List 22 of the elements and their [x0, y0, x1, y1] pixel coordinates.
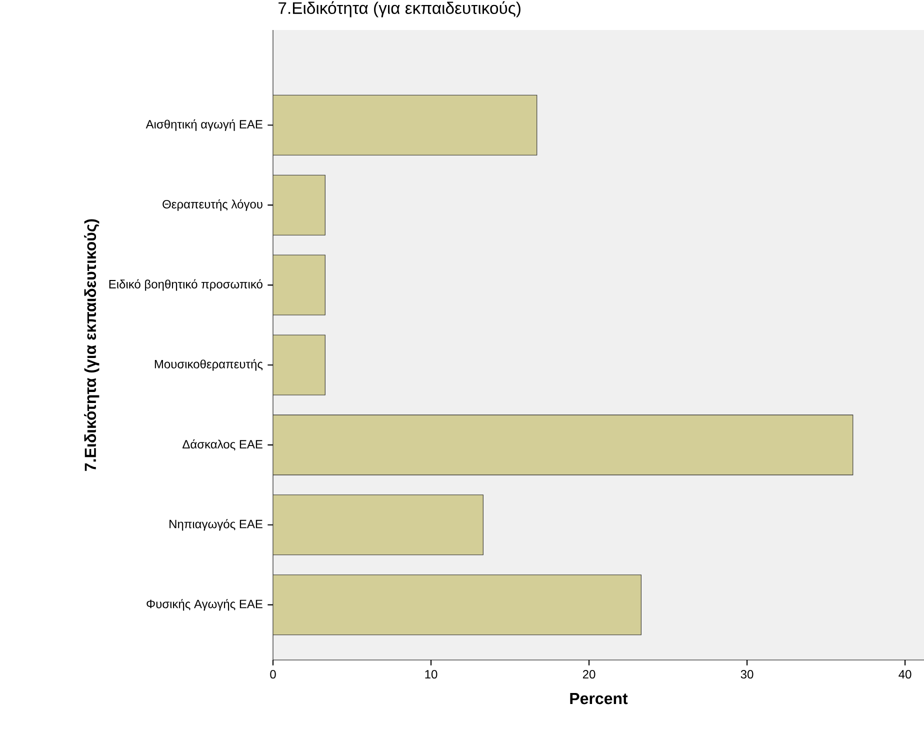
bar	[273, 254, 326, 316]
bar	[273, 414, 854, 476]
bar	[273, 94, 538, 156]
y-tick-label: Ειδικό βοηθητικό προσωπικό	[109, 279, 262, 291]
bar	[273, 574, 642, 636]
bar	[273, 494, 484, 556]
y-tick-label: Φυσικής Αγωγής ΕΑΕ	[146, 599, 262, 611]
y-tick-label: Αισθητική αγωγή ΕΑΕ	[146, 119, 262, 131]
bar	[273, 334, 326, 396]
y-tick-label: Δάσκαλος ΕΑΕ	[182, 439, 262, 450]
x-axis-title: Percent	[570, 693, 628, 704]
x-tick-label: 40	[898, 670, 912, 679]
x-tick-label: 10	[425, 670, 438, 679]
x-tick-label: 0	[270, 670, 276, 679]
x-tick-label: 30	[740, 670, 754, 679]
chart-title: 7.Ειδικότητα (για εκπαιδευτικούς)	[278, 1, 520, 18]
bar	[273, 174, 326, 236]
y-axis-title: 7.Ειδικότητα (για εκπαιδευτικούς)	[84, 219, 100, 471]
y-tick-label: Μουσικοθεραπευτής	[154, 359, 263, 371]
y-tick-label: Θεραπευτής λόγου	[162, 199, 262, 211]
y-tick-label: Νηπιαγωγός ΕΑΕ	[170, 519, 262, 531]
x-tick-label: 20	[582, 670, 596, 679]
